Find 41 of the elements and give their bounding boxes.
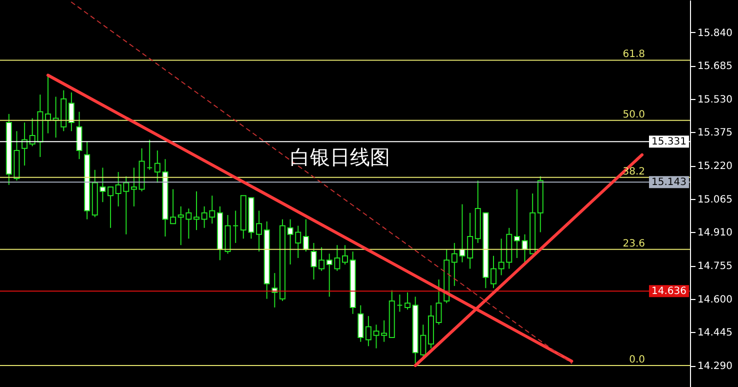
y-tick-label: 15.065 bbox=[698, 194, 732, 206]
annotation: 38.2 bbox=[622, 166, 645, 178]
candlestick bbox=[358, 304, 364, 342]
y-tick-label: 14.290 bbox=[698, 361, 732, 372]
candlestick bbox=[365, 316, 372, 347]
y-tick-label: 15.375 bbox=[698, 128, 732, 139]
candlestick bbox=[146, 139, 153, 170]
candlestick bbox=[170, 188, 176, 224]
ref-line-label: 15.331 bbox=[652, 136, 686, 148]
annotation: 61.8 bbox=[622, 49, 645, 60]
annotation: 50.0 bbox=[622, 109, 645, 120]
y-tick-label: 14.445 bbox=[698, 328, 732, 339]
annotation: 23.6 bbox=[622, 238, 645, 250]
candlestick bbox=[342, 244, 348, 265]
candlestick bbox=[404, 292, 411, 310]
y-tick-label: 14.600 bbox=[698, 294, 732, 306]
ref-line-label: 14.636 bbox=[652, 286, 686, 298]
ref-line-label: 15.143 bbox=[652, 177, 686, 188]
candlestick bbox=[108, 186, 114, 228]
candlestick bbox=[193, 190, 200, 231]
candlestick bbox=[318, 246, 325, 272]
y-tick-label: 15.220 bbox=[698, 161, 732, 172]
y-tick-label: 14.910 bbox=[698, 228, 732, 239]
y-tick-label: 15.840 bbox=[698, 28, 732, 39]
candlestick bbox=[68, 92, 74, 132]
candlestick bbox=[396, 294, 403, 312]
candlestick bbox=[467, 212, 474, 270]
candlestick bbox=[490, 255, 497, 289]
candlestick bbox=[436, 279, 442, 326]
y-tick-label: 14.755 bbox=[698, 261, 732, 272]
candlestick bbox=[514, 188, 520, 258]
candlestick bbox=[302, 218, 309, 252]
annotation: 0.0 bbox=[629, 354, 645, 366]
y-tick-label: 15.530 bbox=[698, 94, 732, 106]
candlestick bbox=[130, 167, 137, 207]
text: 白银日线图 bbox=[290, 145, 390, 169]
candlestick bbox=[232, 210, 239, 244]
candlestick bbox=[22, 122, 28, 166]
candlestick bbox=[256, 210, 262, 252]
candlestick bbox=[310, 242, 317, 280]
y-tick-label: 15.685 bbox=[698, 61, 732, 72]
